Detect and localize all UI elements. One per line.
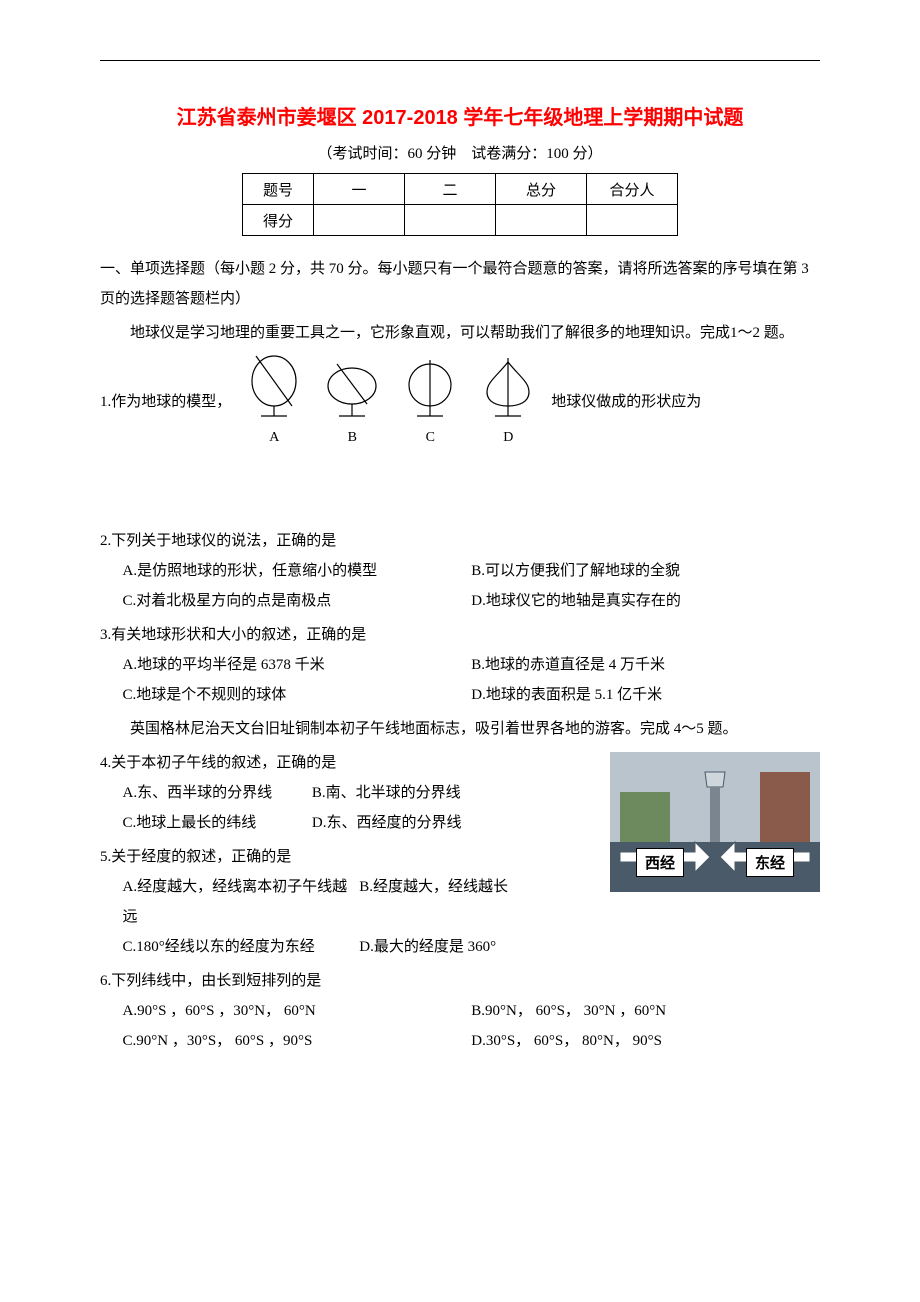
shape-option-b: B (325, 360, 379, 452)
globe-tilted-icon (247, 352, 301, 422)
option: A.东、西半球的分界线 (123, 778, 312, 808)
question-stem: 2.下列关于地球仪的说法，正确的是 (100, 526, 820, 556)
cell (314, 205, 405, 236)
option: A.是仿照地球的形状，任意缩小的模型 (123, 556, 472, 586)
cell: 总分 (496, 174, 587, 205)
score-table: 题号 一 二 总分 合分人 得分 (242, 173, 678, 236)
cell: 二 (405, 174, 496, 205)
cell (405, 205, 496, 236)
cell: 得分 (243, 205, 314, 236)
exam-title: 江苏省泰州市姜堰区 2017-2018 学年七年级地理上学期期中试题 (100, 101, 820, 130)
exam-page: 江苏省泰州市姜堰区 2017-2018 学年七年级地理上学期期中试题 （考试时间… (0, 0, 920, 1100)
option: A.90°S ，60°S ，30°N， 60°N (123, 996, 472, 1026)
shape-label: A (269, 424, 279, 452)
option: B.可以方便我们了解地球的全貌 (471, 556, 820, 586)
question-1: 1.作为地球的模型， A (100, 352, 820, 452)
option: D.地球仪它的地轴是真实存在的 (471, 586, 820, 616)
question-6: 6.下列纬线中，由长到短排列的是 A.90°S ，60°S ，30°N， 60°… (100, 966, 820, 1056)
section-intro: 一、单项选择题（每小题 2 分，共 70 分。每小题只有一个最符合题意的答案，请… (100, 254, 820, 314)
option: D.地球的表面积是 5.1 亿千米 (471, 680, 820, 710)
globe-oblate-icon (325, 360, 379, 422)
table-row: 题号 一 二 总分 合分人 (243, 174, 678, 205)
option: C.180°经线以东的经度为东经 (123, 932, 360, 962)
shape-label: C (426, 424, 435, 452)
option: D.30°S， 60°S， 80°N， 90°S (471, 1026, 820, 1056)
globe-pear-icon (481, 356, 535, 422)
passage-greenwich: 英国格林尼治天文台旧址铜制本初子午线地面标志，吸引着世界各地的游客。完成 4～5… (100, 714, 820, 744)
question-3: 3.有关地球形状和大小的叙述，正确的是 A.地球的平均半径是 6378 千米 B… (100, 620, 820, 710)
top-rule (100, 60, 820, 61)
option: B.地球的赤道直径是 4 万千米 (471, 650, 820, 680)
shape-label: B (348, 424, 357, 452)
shape-option-c: C (403, 358, 457, 452)
option: A.经度越大，经线离本初子午线越远 (123, 872, 360, 932)
option: B.南、北半球的分界线 (312, 778, 501, 808)
option: C.对着北极星方向的点是南极点 (123, 586, 472, 616)
vertical-gap (100, 456, 820, 526)
q1-stem-left: 1.作为地球的模型， (100, 387, 231, 417)
shape-label: D (503, 424, 513, 452)
globe-sphere-icon (403, 358, 457, 422)
image-label-west: 西经 (636, 848, 684, 877)
image-label-east: 东经 (746, 848, 794, 877)
cell: 合分人 (587, 174, 678, 205)
option: B.经度越大，经线越长 (359, 872, 596, 932)
q1-shape-options: A B (247, 352, 535, 452)
option: C.地球上最长的纬线 (123, 808, 312, 838)
option: C.90°N ，30°S， 60°S ，90°S (123, 1026, 472, 1056)
cell (587, 205, 678, 236)
option: B.90°N， 60°S， 30°N ，60°N (471, 996, 820, 1026)
question-stem: 6.下列纬线中，由长到短排列的是 (100, 966, 820, 996)
option: C.地球是个不规则的球体 (123, 680, 472, 710)
cell: 一 (314, 174, 405, 205)
option: A.地球的平均半径是 6378 千米 (123, 650, 472, 680)
exam-subtitle: （考试时间：60 分钟 试卷满分：100 分） (100, 142, 820, 163)
question-2: 2.下列关于地球仪的说法，正确的是 A.是仿照地球的形状，任意缩小的模型 B.可… (100, 526, 820, 616)
cell: 题号 (243, 174, 314, 205)
question-stem: 3.有关地球形状和大小的叙述，正确的是 (100, 620, 820, 650)
shape-option-d: D (481, 356, 535, 452)
shape-option-a: A (247, 352, 301, 452)
q1-stem-right: 地球仪做成的形状应为 (551, 387, 701, 417)
option: D.东、西经度的分界线 (312, 808, 501, 838)
option: D.最大的经度是 360° (359, 932, 596, 962)
greenwich-photo: 西经 东经 (610, 752, 820, 892)
table-row: 得分 (243, 205, 678, 236)
cell (496, 205, 587, 236)
passage-globe: 地球仪是学习地理的重要工具之一，它形象直观，可以帮助我们了解很多的地理知识。完成… (100, 318, 820, 348)
